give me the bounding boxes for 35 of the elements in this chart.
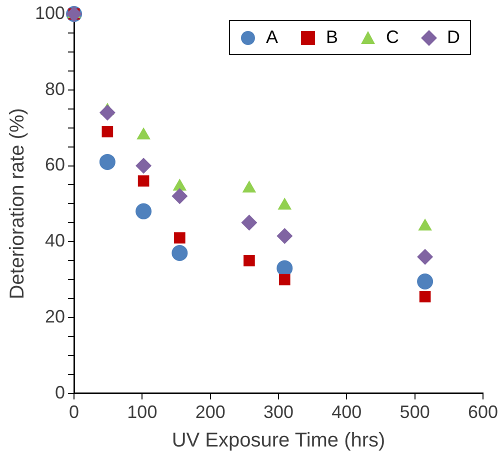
point <box>244 254 255 266</box>
y-tick-label: 0 <box>55 382 66 402</box>
legend-label: C <box>386 27 399 48</box>
legend-label: D <box>447 27 460 48</box>
x-tick-label: 200 <box>195 402 226 422</box>
x-tick-label: 400 <box>332 402 362 422</box>
point <box>419 290 431 302</box>
y-tick-label: 100 <box>34 2 66 23</box>
y-tick-label: 60 <box>45 154 66 175</box>
y-axis-title: Deterioration rate (%) <box>6 108 29 300</box>
point <box>136 203 152 220</box>
point <box>136 158 152 174</box>
point <box>278 274 290 286</box>
legend-label: A <box>266 27 278 48</box>
point <box>138 175 150 187</box>
x-axis-title: UV Exposure Time (hrs) <box>172 430 386 452</box>
point <box>417 248 434 265</box>
point <box>102 126 114 138</box>
point <box>99 104 116 121</box>
point <box>172 245 188 262</box>
legend-label: B <box>326 27 338 48</box>
y-tick-label: 40 <box>45 230 66 251</box>
x-tick-label: 0 <box>69 402 80 422</box>
point <box>174 232 186 244</box>
point <box>172 188 188 204</box>
point <box>417 273 434 290</box>
point <box>276 228 293 244</box>
x-tick-label: 100 <box>127 402 158 422</box>
y-tick-label: 20 <box>45 306 66 326</box>
y-tick-label: 80 <box>45 78 66 99</box>
x-tick-label: 300 <box>263 402 294 422</box>
x-tick-label: 600 <box>468 402 498 422</box>
x-tick-label: 500 <box>400 402 430 422</box>
point <box>99 154 116 170</box>
point <box>241 214 258 231</box>
